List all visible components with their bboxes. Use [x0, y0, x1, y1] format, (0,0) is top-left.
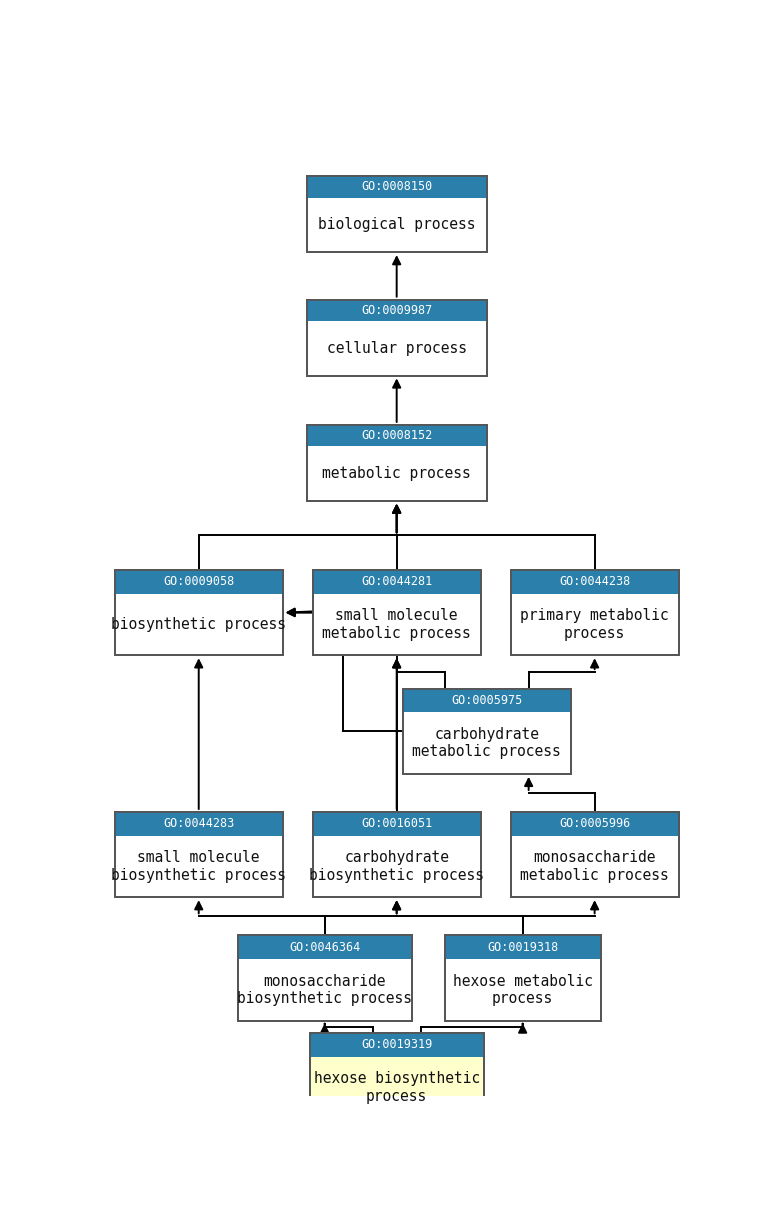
- Text: GO:0046364: GO:0046364: [289, 941, 361, 954]
- Text: GO:0005975: GO:0005975: [451, 694, 522, 707]
- Text: GO:0009987: GO:0009987: [361, 304, 433, 317]
- Text: small molecule
metabolic process: small molecule metabolic process: [322, 609, 471, 641]
- Bar: [307, 176, 487, 197]
- Bar: [115, 812, 283, 835]
- Bar: [444, 935, 601, 960]
- Bar: [511, 570, 679, 594]
- Text: primary metabolic
process: primary metabolic process: [520, 609, 669, 641]
- Text: monosaccharide
biosynthetic process: monosaccharide biosynthetic process: [237, 973, 413, 1007]
- Bar: [511, 812, 679, 897]
- Bar: [115, 570, 283, 655]
- Bar: [313, 812, 481, 835]
- Bar: [307, 425, 487, 500]
- Text: monosaccharide
metabolic process: monosaccharide metabolic process: [520, 850, 669, 883]
- Bar: [511, 812, 679, 897]
- Bar: [313, 570, 481, 655]
- Text: cellular process: cellular process: [327, 341, 467, 356]
- Bar: [238, 935, 412, 1020]
- Bar: [444, 935, 601, 1020]
- Text: biological process: biological process: [318, 217, 475, 233]
- Text: GO:0009058: GO:0009058: [163, 575, 235, 589]
- Text: hexose biosynthetic
process: hexose biosynthetic process: [313, 1072, 480, 1104]
- Text: GO:0044238: GO:0044238: [559, 575, 630, 589]
- Bar: [307, 299, 487, 376]
- Bar: [115, 812, 283, 897]
- Text: carbohydrate
metabolic process: carbohydrate metabolic process: [413, 727, 561, 759]
- Text: GO:0044281: GO:0044281: [361, 575, 433, 589]
- Text: hexose metabolic
process: hexose metabolic process: [453, 973, 593, 1007]
- Bar: [310, 1032, 484, 1057]
- Bar: [313, 570, 481, 594]
- Bar: [115, 812, 283, 897]
- Bar: [402, 689, 570, 774]
- Bar: [307, 176, 487, 253]
- Text: small molecule
biosynthetic process: small molecule biosynthetic process: [111, 850, 286, 883]
- Text: GO:0044283: GO:0044283: [163, 817, 235, 830]
- Bar: [307, 299, 487, 320]
- Bar: [307, 176, 487, 253]
- Text: GO:0019318: GO:0019318: [487, 941, 558, 954]
- Bar: [313, 570, 481, 655]
- Text: GO:0008152: GO:0008152: [361, 429, 433, 442]
- Bar: [313, 812, 481, 897]
- Bar: [511, 812, 679, 835]
- Bar: [511, 570, 679, 655]
- Text: GO:0008150: GO:0008150: [361, 180, 433, 193]
- Bar: [115, 570, 283, 655]
- Bar: [310, 1032, 484, 1119]
- Bar: [402, 689, 570, 712]
- Bar: [115, 570, 283, 594]
- Text: GO:0005996: GO:0005996: [559, 817, 630, 830]
- Bar: [444, 935, 601, 1020]
- Bar: [402, 689, 570, 774]
- Bar: [307, 425, 487, 446]
- Bar: [307, 299, 487, 376]
- Bar: [310, 1032, 484, 1119]
- Bar: [313, 812, 481, 897]
- Text: metabolic process: metabolic process: [322, 466, 471, 480]
- Text: GO:0016051: GO:0016051: [361, 817, 433, 830]
- Text: carbohydrate
biosynthetic process: carbohydrate biosynthetic process: [309, 850, 485, 883]
- Bar: [238, 935, 412, 960]
- Bar: [511, 570, 679, 655]
- Text: GO:0019319: GO:0019319: [361, 1039, 433, 1051]
- Text: biosynthetic process: biosynthetic process: [111, 617, 286, 632]
- Bar: [307, 425, 487, 500]
- Bar: [238, 935, 412, 1020]
